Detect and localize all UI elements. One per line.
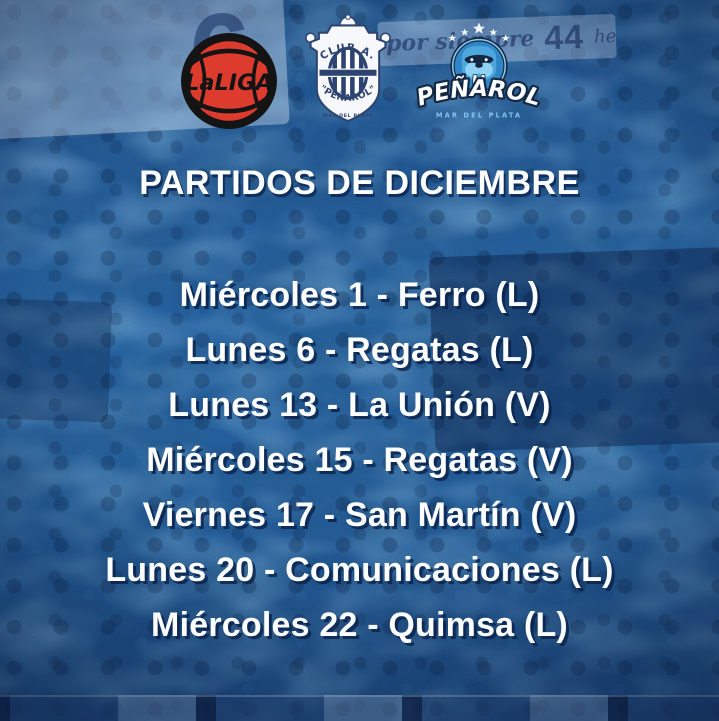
svg-text:PEÑAROL: PEÑAROL [416,74,542,112]
page-title: PARTIDOS DE DICIEMBRE [139,164,580,202]
match-line: Viernes 17 - San Martín (V) [142,496,577,534]
match-line: Miércoles 15 - Regatas (V) [146,441,573,479]
match-list: Miércoles 1 - Ferro (L) Lunes 6 - Regata… [0,268,719,653]
crest-city-text: MAR DEL PLATA [322,113,372,119]
la-liga-wordmark: LaLIGA [185,70,273,96]
penarol-wordmark: PEÑAROL [416,72,542,114]
club-penarol-crest-icon: CLUB A. "PEÑAROL" MAR DEL PLATA [304,14,391,123]
penarol-city-text: MAR DEL PLATA [435,111,521,119]
match-line: Lunes 20 - Comunicaciones (L) [105,551,614,589]
match-line: Miércoles 1 - Ferro (L) [179,276,540,314]
la-liga-logo-icon: LaLIGA [180,33,277,129]
match-line: Lunes 13 - La Unión (V) [168,386,551,424]
background-railing [0,695,719,721]
penarol-walrus-logo-icon: PEÑAROL MAR DEL PLATA [416,22,542,119]
match-line: Lunes 6 - Regatas (L) [185,331,534,369]
match-line: Miércoles 22 - Quimsa (L) [151,606,568,644]
logos-row: LaLIGA CLUB A. [0,14,719,132]
